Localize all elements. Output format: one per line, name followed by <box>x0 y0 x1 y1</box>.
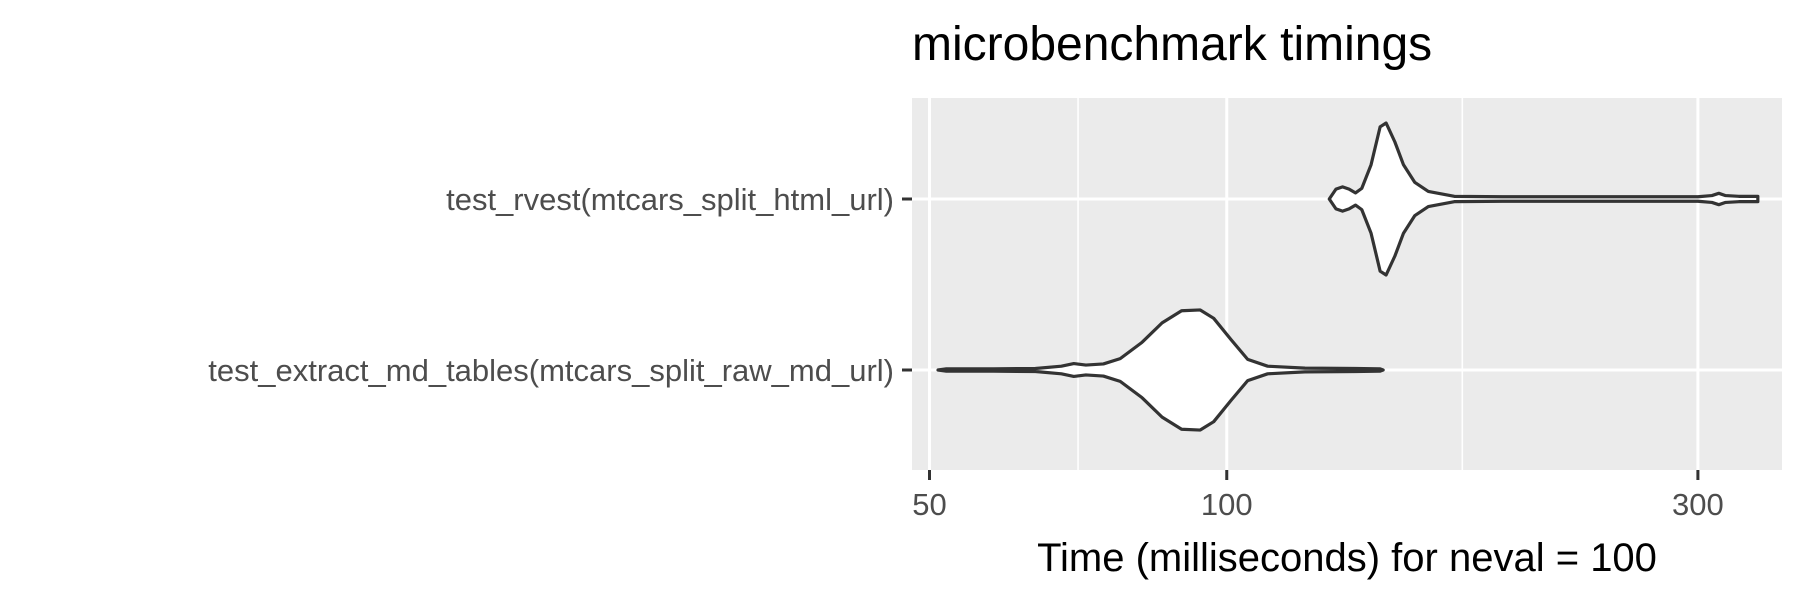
plot-panel <box>912 98 1782 470</box>
y-tick-label: test_extract_md_tables(mtcars_split_raw_… <box>208 353 894 388</box>
y-axis: test_rvest(mtcars_split_html_url) test_ex… <box>208 182 912 388</box>
x-tick-label: 100 <box>1201 487 1253 522</box>
x-tick-label: 300 <box>1672 487 1724 522</box>
x-tick-label: 50 <box>912 487 946 522</box>
violins <box>936 121 1760 432</box>
violin-shape <box>936 308 1385 432</box>
y-tick-label: test_rvest(mtcars_split_html_url) <box>446 182 894 217</box>
x-axis-title: Time (milliseconds) for neval = 100 <box>1037 536 1657 580</box>
x-axis: 50 100 300 <box>912 470 1724 522</box>
chart-title: microbenchmark timings <box>912 18 1432 71</box>
violin-shape <box>1327 121 1760 277</box>
